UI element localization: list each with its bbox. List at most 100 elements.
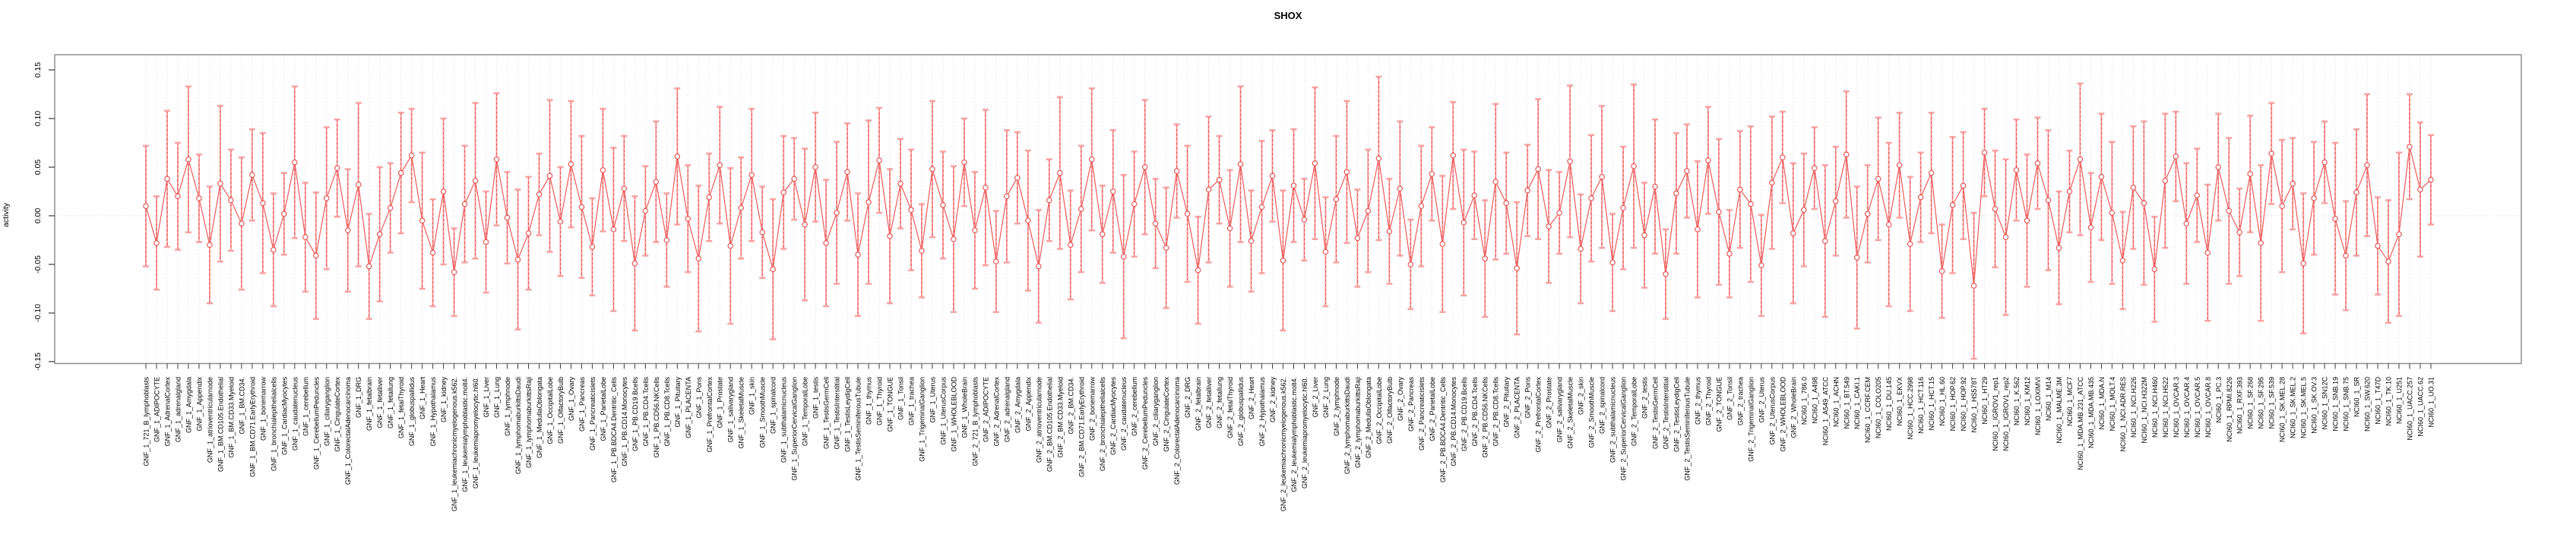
x-tick-label: GNF_1_Appendix	[195, 377, 203, 432]
x-tick-label: GNF_1_CerebellumPeduncles	[312, 377, 320, 470]
x-tick-label: NCI60_1_SF.539	[2268, 377, 2276, 429]
x-tick-label: NCI60_1_CCRF.CEM	[1864, 377, 1872, 443]
x-tick-label: NCI60_1_MDA.N	[2098, 377, 2106, 430]
x-tick-label: NCI60_1_MCF7	[2066, 377, 2074, 426]
point-marker	[621, 185, 628, 191]
point-marker	[1620, 205, 1626, 211]
x-tick-label: NCI60_1_UACC.62	[2417, 377, 2425, 437]
x-tick-label: GNF_1_BM.CD105.Endothelial	[217, 377, 224, 472]
point-marker	[1970, 283, 1977, 289]
x-tick-label: NCI60_1_MDA.MB.435	[2087, 377, 2095, 448]
point-marker	[823, 240, 829, 246]
x-tick-label: NCI60_1_SK.MEL.28	[2279, 377, 2286, 442]
point-marker	[1460, 220, 1467, 226]
y-tick-label: 0.05	[33, 160, 43, 175]
point-marker	[2087, 224, 2094, 231]
x-tick-label: NCI60_1_K.562	[2013, 377, 2021, 425]
x-tick-label: GNF_1_CardiacMyocytes	[280, 377, 288, 456]
point-marker	[642, 207, 649, 214]
point-marker	[483, 239, 489, 245]
x-tick-label: GNF_2_CingulateCortex	[1163, 377, 1170, 452]
point-marker	[834, 210, 840, 216]
x-tick-label: NCI60_1_CAKI.1	[1853, 377, 1861, 429]
x-tick-label: GNF_1_skin	[748, 377, 756, 415]
x-tick-label: GNF_1_Pancreas	[578, 377, 586, 432]
point-marker	[2268, 150, 2274, 157]
point-marker	[2034, 160, 2041, 166]
x-tick-label: GNF_1_TestisLeydigCell	[844, 377, 852, 452]
x-tick-label: NCI60_1_KM12	[2024, 377, 2031, 425]
x-tick-label: GNF_2_bronchialepithelialcells	[1099, 377, 1106, 472]
x-tick-label: GNF_1_UterusCorpus	[939, 377, 947, 445]
point-marker	[961, 159, 967, 166]
point-marker	[685, 216, 691, 222]
point-marker	[2215, 164, 2222, 170]
x-tick-label: GNF_1_kidney	[440, 377, 448, 423]
x-tick-label: NCI60_1_SF.268	[2247, 377, 2255, 429]
point-marker	[302, 234, 309, 240]
point-marker	[2343, 252, 2349, 259]
point-marker	[1173, 168, 1180, 174]
x-tick-label: GNF_2_BM.CD71.EarlyErythroid	[1078, 377, 1085, 477]
point-marker	[759, 229, 765, 236]
point-marker	[1333, 196, 1340, 202]
x-tick-label: NCI60_1_OVCAR.3	[2173, 377, 2180, 438]
x-tick-label: GNF_1_PB.CD4.Tcells	[642, 377, 650, 447]
point-marker	[1546, 223, 1552, 229]
point-marker	[1163, 245, 1169, 251]
point-marker	[2130, 185, 2137, 191]
point-marker	[249, 172, 255, 178]
point-marker	[1567, 158, 1573, 165]
x-tick-label: GNF_2_721_B_lymphoblasts	[971, 377, 979, 466]
x-tick-label: GNF_1_ColorectalAdenocarcinoma	[344, 377, 352, 485]
point-marker	[2183, 220, 2190, 226]
point-marker	[1928, 169, 1935, 176]
x-tick-label: NCI60_1_IGROV1_rep2	[2002, 377, 2010, 451]
x-tick-label: NCI60_1_786.0	[1800, 377, 1808, 425]
x-tick-label: GNF_1_OlfactoryBulb	[557, 377, 565, 444]
point-marker	[2236, 229, 2242, 236]
point-marker	[1843, 151, 1850, 158]
point-marker	[472, 178, 479, 184]
point-marker	[2055, 245, 2062, 251]
x-tick-label: GNF_1_SmoothMuscle	[759, 377, 767, 448]
x-tick-label: NCI60_1_OVCAR.5	[2194, 377, 2201, 438]
x-tick-label: GNF_2_Pancreas	[1407, 377, 1415, 432]
x-tick-label: GNF_2_Amygdala	[1014, 377, 1021, 433]
point-marker	[557, 218, 564, 225]
point-marker	[1290, 182, 1297, 189]
point-marker	[2300, 260, 2306, 267]
x-tick-label: NCI60_1_HCT.15	[1928, 377, 1935, 431]
point-marker	[2098, 174, 2105, 180]
x-tick-label: NCI60_1_NCI.H522	[2162, 377, 2169, 438]
point-marker	[972, 227, 978, 233]
point-marker	[1726, 251, 1733, 257]
point-marker	[1375, 155, 1382, 162]
x-tick-label: GNF_2_ColorectalAdenocarcinoma	[1173, 377, 1181, 485]
point-marker	[2332, 216, 2338, 222]
point-marker	[2024, 217, 2030, 224]
x-tick-label: GNF_1_subthalamicnucleus	[780, 377, 788, 463]
x-tick-label: GNF_2_BM.CD34.	[1067, 377, 1074, 435]
y-tick-label: 0.00	[33, 208, 43, 224]
x-tick-label: GNF_2_leukemiapromyelocytic.hl60.	[1301, 377, 1309, 489]
x-tick-label: GNF_1_Uterus	[929, 377, 936, 423]
point-marker	[770, 266, 776, 273]
point-marker	[855, 251, 861, 258]
point-marker	[324, 195, 330, 201]
x-tick-label: GNF_2_skin	[1578, 377, 1585, 415]
point-marker	[1025, 217, 1031, 224]
point-marker	[2045, 197, 2052, 204]
x-tick-label: GNF_2_Thyroid	[1704, 377, 1712, 425]
x-tick-label: GNF_2_SkeletalMuscle	[1567, 377, 1574, 449]
point-marker	[175, 193, 181, 200]
point-marker	[2109, 210, 2116, 216]
point-marker	[1184, 210, 1191, 217]
x-tick-label: NCI60_1_HT29	[1981, 377, 1989, 425]
x-tick-label: GNF_2_TrigeminalGanglion	[1747, 377, 1755, 462]
point-marker	[1036, 263, 1042, 270]
x-tick-label: GNF_1_PB.CD56.NKCells	[653, 377, 660, 458]
point-marker	[1652, 183, 1658, 190]
x-tick-label: GNF_2_thymus	[1694, 377, 1701, 425]
x-tick-label: GNF_1_Amygdala	[185, 377, 192, 433]
